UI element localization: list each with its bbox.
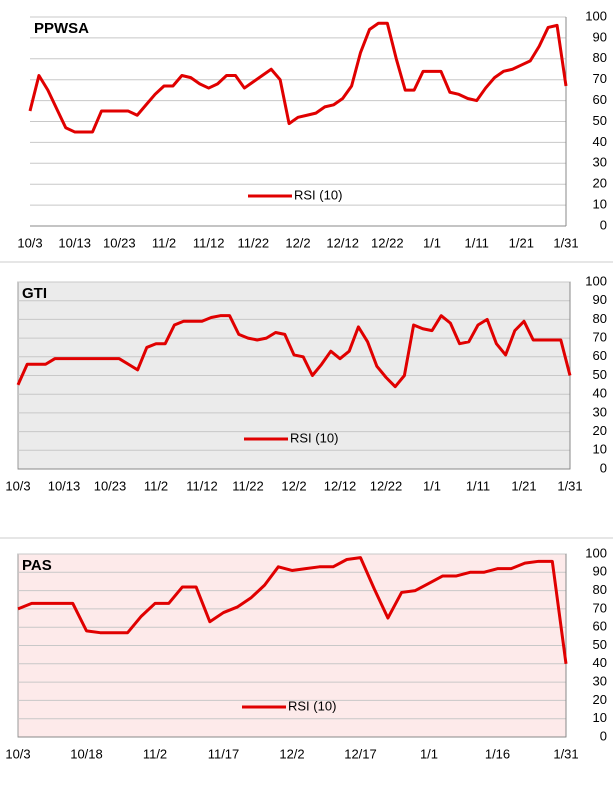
- legend-label: RSI (10): [294, 187, 342, 202]
- x-tick-label: 12/22: [370, 478, 403, 493]
- x-tick-label: 10/13: [48, 478, 81, 493]
- x-tick-label: 11/2: [152, 235, 176, 250]
- legend-label: RSI (10): [288, 698, 336, 713]
- y-tick-label: 20: [593, 176, 607, 191]
- y-tick-label: 60: [593, 92, 607, 107]
- y-tick-label: 40: [593, 655, 607, 670]
- y-tick-label: 0: [600, 217, 607, 232]
- y-tick-label: 30: [593, 155, 607, 170]
- x-tick-label: 11/22: [238, 235, 270, 250]
- y-tick-label: 50: [593, 367, 607, 382]
- y-tick-label: 80: [593, 311, 607, 326]
- rsi-line: [16, 314, 572, 389]
- x-tick-label: 1/21: [511, 478, 536, 493]
- y-tick-label: 70: [593, 600, 607, 615]
- y-tick-label: 100: [585, 545, 607, 560]
- y-tick-label: 10: [593, 197, 607, 212]
- x-tick-label: 1/16: [485, 746, 510, 761]
- rsi-line: [17, 556, 568, 664]
- x-tick-label: 10/3: [5, 746, 30, 761]
- y-tick-label: 70: [593, 330, 607, 345]
- y-tick-label: 30: [593, 674, 607, 689]
- x-tick-label: 1/31: [557, 478, 582, 493]
- y-tick-label: 90: [593, 292, 607, 307]
- x-tick-label: 12/12: [324, 478, 357, 493]
- chart-title: PAS: [22, 557, 52, 574]
- chart-title: PPWSA: [34, 20, 89, 37]
- y-tick-label: 20: [593, 692, 607, 707]
- x-tick-label: 1/11: [466, 478, 490, 493]
- y-tick-label: 70: [593, 71, 607, 86]
- x-tick-label: 1/1: [420, 746, 438, 761]
- rsi-line: [28, 21, 568, 134]
- x-tick-label: 1/21: [509, 235, 534, 250]
- x-tick-label: 12/22: [371, 235, 404, 250]
- x-tick-label: 11/2: [143, 746, 167, 761]
- x-tick-label: 12/2: [285, 235, 310, 250]
- y-tick-label: 50: [593, 637, 607, 652]
- x-tick-label: 1/11: [464, 235, 488, 250]
- x-tick-label: 10/23: [103, 235, 136, 250]
- x-tick-label: 10/18: [70, 746, 103, 761]
- y-tick-label: 100: [585, 273, 607, 288]
- y-tick-label: 90: [593, 29, 607, 44]
- x-tick-label: 1/1: [423, 478, 441, 493]
- x-tick-label: 10/3: [5, 478, 30, 493]
- y-tick-label: 80: [593, 50, 607, 65]
- x-tick-label: 10/13: [58, 235, 91, 250]
- y-tick-label: 80: [593, 582, 607, 597]
- y-tick-label: 40: [593, 386, 607, 401]
- x-tick-label: 11/12: [193, 235, 225, 250]
- y-tick-label: 10: [593, 710, 607, 725]
- y-tick-label: 100: [585, 8, 607, 23]
- y-tick-label: 40: [593, 134, 607, 149]
- y-tick-label: 20: [593, 423, 607, 438]
- x-tick-label: 10/23: [94, 478, 127, 493]
- y-tick-label: 60: [593, 348, 607, 363]
- y-tick-label: 30: [593, 404, 607, 419]
- y-tick-label: 60: [593, 619, 607, 634]
- x-tick-label: 10/3: [17, 235, 42, 250]
- x-tick-label: 1/1: [423, 235, 441, 250]
- x-tick-label: 12/12: [326, 235, 359, 250]
- y-tick-label: 90: [593, 564, 607, 579]
- x-tick-label: 11/17: [208, 746, 240, 761]
- legend-label: RSI (10): [290, 430, 338, 445]
- y-tick-label: 0: [600, 460, 607, 475]
- x-tick-label: 12/17: [344, 746, 377, 761]
- y-tick-label: 50: [593, 113, 607, 128]
- x-tick-label: 12/2: [279, 746, 304, 761]
- y-tick-label: 0: [600, 728, 607, 743]
- y-tick-label: 10: [593, 442, 607, 457]
- x-tick-label: 11/22: [232, 478, 264, 493]
- x-tick-label: 11/12: [186, 478, 218, 493]
- x-tick-label: 11/2: [144, 478, 168, 493]
- chart-title: GTI: [22, 285, 47, 302]
- x-tick-label: 12/2: [281, 478, 306, 493]
- x-tick-label: 1/31: [553, 235, 578, 250]
- x-tick-label: 1/31: [553, 746, 578, 761]
